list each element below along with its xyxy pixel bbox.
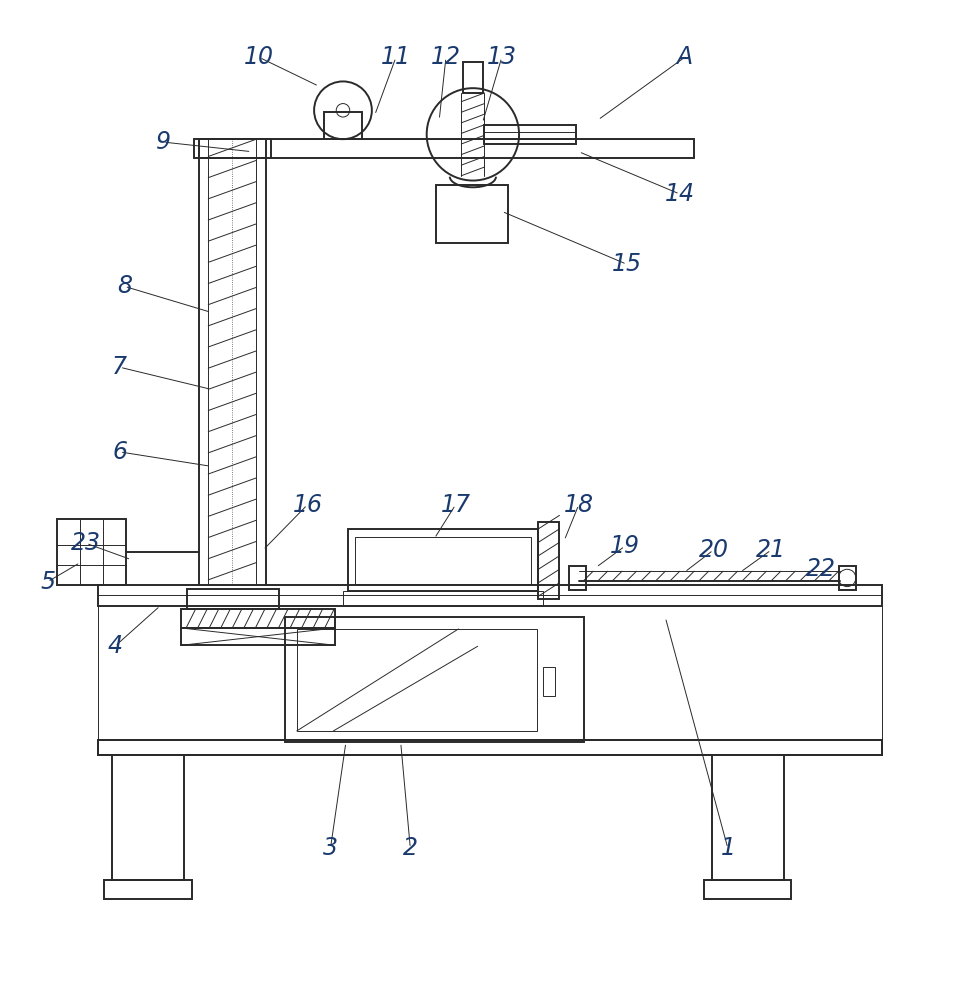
Bar [839,566,856,590]
Text: 21: 21 [757,538,786,562]
Bar [194,139,271,158]
Text: 4: 4 [107,634,123,658]
Bar [97,740,882,755]
Bar [181,628,335,645]
Bar [323,112,362,139]
Bar [538,522,560,599]
Text: 7: 7 [112,355,127,379]
Bar [436,185,509,243]
Bar [484,125,576,144]
Bar [97,585,882,606]
Bar [104,880,192,899]
Text: 17: 17 [441,493,471,517]
Bar [463,62,482,93]
Bar [199,139,694,158]
Text: 5: 5 [41,570,55,594]
Text: 15: 15 [612,252,642,276]
Bar [181,609,335,628]
Text: 10: 10 [244,45,274,69]
Text: 20: 20 [699,538,729,562]
Bar [97,740,882,755]
Bar [343,591,543,606]
Text: 22: 22 [806,557,837,581]
Text: 9: 9 [155,130,171,154]
Text: 12: 12 [431,45,461,69]
Bar [57,519,126,585]
Text: 2: 2 [402,836,418,860]
Bar [711,755,784,880]
Text: 1: 1 [720,836,735,860]
Text: A: A [676,45,693,69]
Bar [543,667,555,696]
Text: 13: 13 [486,45,516,69]
Bar [187,589,279,609]
Text: 23: 23 [71,531,101,555]
Bar [297,629,538,731]
Text: 11: 11 [381,45,411,69]
Text: 18: 18 [564,493,593,517]
Bar [355,537,531,584]
Bar [569,566,587,590]
Text: 3: 3 [323,836,338,860]
Bar [112,755,184,880]
Text: 6: 6 [112,440,127,464]
Text: 14: 14 [665,182,695,206]
Text: 8: 8 [117,274,132,298]
Text: 16: 16 [292,493,322,517]
Bar [703,880,791,899]
Text: 19: 19 [610,534,640,558]
Bar [286,617,584,742]
Bar [347,529,538,591]
